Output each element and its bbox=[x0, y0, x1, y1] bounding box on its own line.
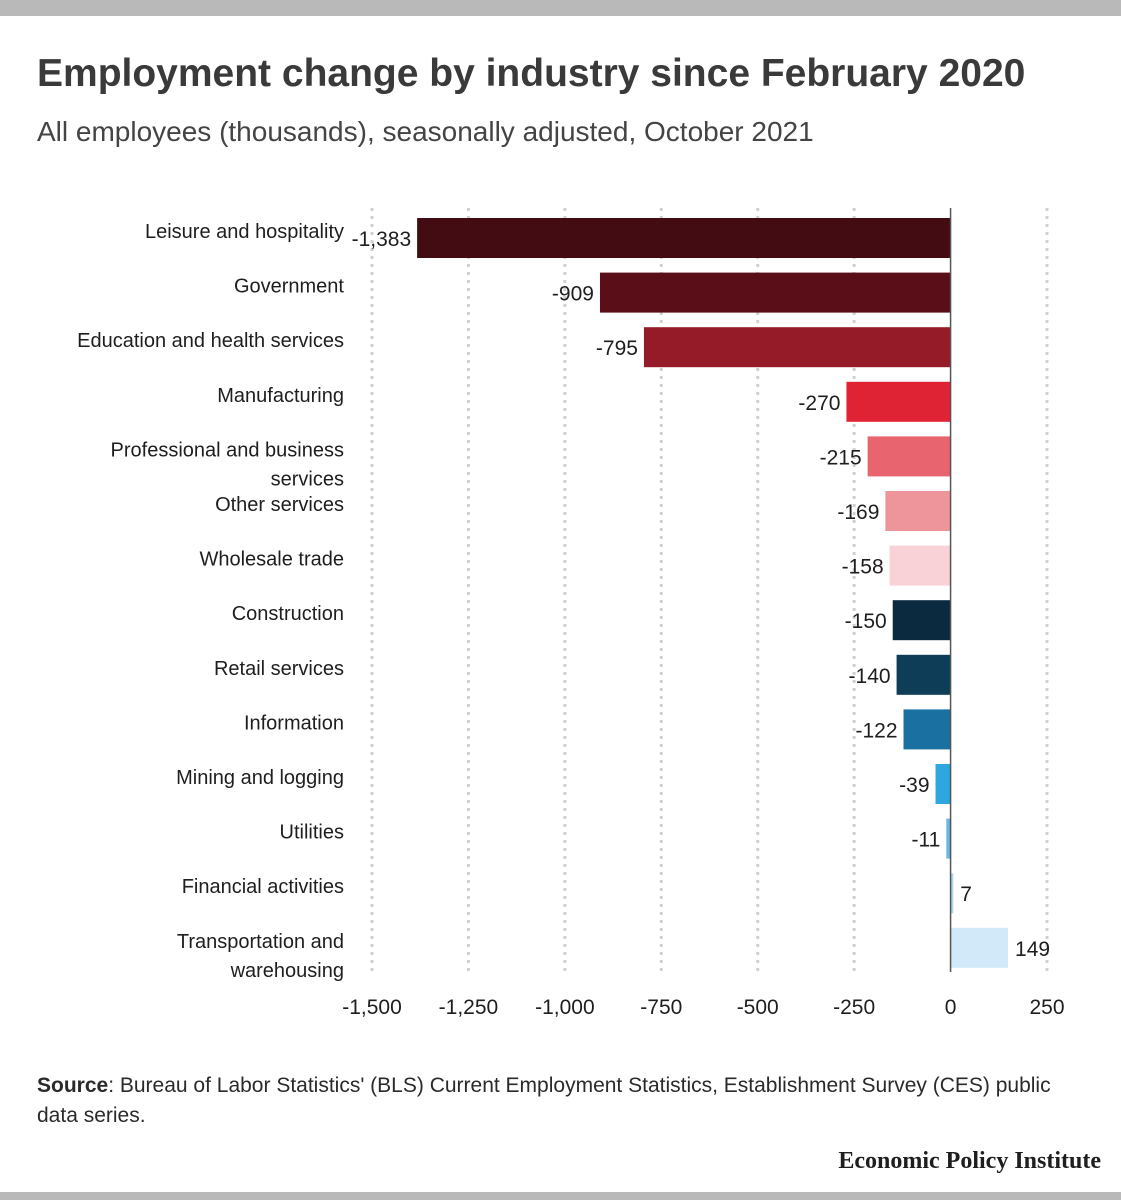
x-tick-label: 250 bbox=[1029, 996, 1064, 1019]
bar bbox=[643, 327, 951, 368]
source-note: Source: Bureau of Labor Statistics' (BLS… bbox=[37, 1071, 1077, 1131]
value-label: -909 bbox=[552, 283, 594, 306]
value-label: -1,383 bbox=[352, 228, 412, 251]
x-tick-label: -1,000 bbox=[535, 996, 595, 1019]
bar bbox=[903, 709, 951, 750]
category-label: Utilities bbox=[280, 822, 344, 844]
bar bbox=[599, 272, 951, 313]
chart-title: Employment change by industry since Febr… bbox=[37, 52, 1026, 95]
bar bbox=[417, 218, 951, 258]
category-label: Construction bbox=[232, 603, 344, 625]
bar bbox=[889, 545, 951, 586]
category-label: Education and health services bbox=[77, 330, 344, 352]
category-label: warehousing bbox=[230, 960, 344, 982]
bar bbox=[885, 491, 951, 531]
x-tick-label: -750 bbox=[640, 996, 682, 1019]
category-label: Mining and logging bbox=[176, 767, 344, 789]
top-border-band bbox=[0, 0, 1121, 16]
category-label: Other services bbox=[215, 494, 344, 516]
source-label: Source bbox=[37, 1074, 109, 1097]
chart-subtitle: All employees (thousands), seasonally ad… bbox=[37, 116, 814, 147]
category-labels: Leisure and hospitality Government Educati… bbox=[77, 221, 344, 982]
x-tick-label: -1,500 bbox=[342, 996, 402, 1019]
value-labels: -1,383 -909 -795 -270 -215 -169 -158 -150 -140 -1… bbox=[352, 228, 1051, 961]
value-label: -39 bbox=[899, 774, 929, 797]
bar bbox=[935, 764, 951, 804]
bar bbox=[896, 654, 951, 695]
category-label: services bbox=[271, 468, 344, 490]
category-label: Leisure and hospitality bbox=[145, 221, 344, 243]
category-label: Information bbox=[244, 712, 344, 734]
bars bbox=[417, 218, 1009, 968]
x-tick-label: -1,250 bbox=[439, 996, 499, 1019]
category-label: Financial activities bbox=[182, 876, 344, 898]
value-label: -140 bbox=[849, 665, 891, 688]
bar bbox=[946, 818, 951, 859]
value-label: -215 bbox=[820, 446, 862, 469]
x-tick-labels: -1,500 -1,250 -1,000 -750 -500 -250 0 250 bbox=[342, 996, 1064, 1019]
value-label: -122 bbox=[855, 719, 897, 742]
bar-chart: Leisure and hospitality Government Educati… bbox=[77, 208, 1065, 1019]
value-label: -11 bbox=[912, 829, 941, 852]
category-label: Manufacturing bbox=[217, 385, 344, 407]
x-tick-label: 0 bbox=[945, 996, 957, 1019]
source-text: : Bureau of Labor Statistics' (BLS) Curr… bbox=[37, 1074, 1051, 1127]
category-label: Transportation and bbox=[177, 931, 344, 953]
gridlines bbox=[370, 208, 1049, 972]
bar bbox=[950, 927, 1009, 968]
category-label: Wholesale trade bbox=[199, 549, 344, 571]
value-label: -158 bbox=[842, 556, 884, 579]
value-label: -795 bbox=[596, 337, 638, 360]
value-label: -169 bbox=[837, 501, 879, 524]
x-tick-label: -500 bbox=[737, 996, 779, 1019]
bar bbox=[892, 600, 951, 641]
bar bbox=[846, 381, 951, 422]
bar bbox=[950, 873, 954, 914]
category-label: Professional and business bbox=[111, 439, 344, 461]
bottom-border-band bbox=[0, 1192, 1121, 1200]
value-label: -150 bbox=[845, 610, 887, 633]
bar bbox=[867, 436, 951, 477]
category-label: Government bbox=[234, 276, 344, 298]
brand-logo: Economic Policy Institute bbox=[838, 1148, 1101, 1174]
value-label: 7 bbox=[960, 883, 972, 906]
value-label: -270 bbox=[798, 392, 840, 415]
category-label: Retail services bbox=[214, 658, 344, 680]
value-label: 149 bbox=[1015, 938, 1050, 961]
x-tick-label: -250 bbox=[833, 996, 875, 1019]
